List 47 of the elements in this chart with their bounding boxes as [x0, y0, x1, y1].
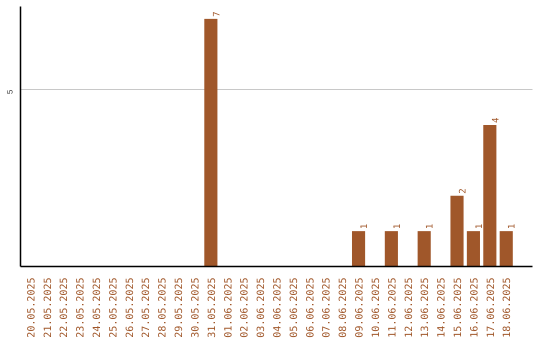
bar	[418, 231, 431, 266]
x-tick-label: 18.06.2025	[502, 277, 514, 338]
x-tick-label: 22.05.2025	[59, 277, 70, 338]
y-tick-label: 5	[6, 89, 14, 94]
data-label: 1	[426, 224, 436, 230]
data-label: 2	[458, 188, 469, 194]
x-tick-label: 24.05.2025	[92, 277, 103, 338]
x-tick-label: 01.06.2025	[223, 277, 234, 338]
x-tick-label: 27.05.2025	[141, 277, 152, 338]
x-tick-label: 09.06.2025	[354, 277, 366, 338]
x-tick-label: 08.06.2025	[338, 277, 350, 338]
x-tick-label: 10.06.2025	[370, 277, 382, 338]
x-tick-label: 17.06.2025	[486, 277, 497, 338]
x-tick-label: 23.05.2025	[76, 277, 87, 338]
x-tick-label: 20.05.2025	[26, 277, 38, 338]
bar	[500, 231, 513, 266]
bar	[483, 125, 496, 266]
x-tick-label: 30.05.2025	[190, 277, 202, 338]
data-label: 1	[508, 224, 518, 230]
bar	[466, 231, 480, 266]
x-tick-label: 03.06.2025	[256, 277, 268, 338]
x-tick-label: 31.05.2025	[206, 277, 218, 338]
x-tick-label: 05.06.2025	[288, 277, 300, 338]
x-tick-label: 04.06.2025	[272, 277, 284, 338]
bar	[352, 231, 366, 266]
x-tick-label: 13.06.2025	[420, 277, 432, 338]
bar	[450, 196, 464, 266]
data-label: 7	[212, 11, 222, 17]
x-tick-label: 16.06.2025	[469, 277, 480, 338]
data-label: 1	[392, 224, 403, 230]
x-tick-label: 11.06.2025	[387, 277, 398, 338]
bar	[384, 231, 398, 266]
bar	[204, 18, 218, 266]
x-tick-label: 12.06.2025	[404, 277, 415, 338]
x-tick-label: 15.06.2025	[453, 277, 464, 338]
x-tick-label: 07.06.2025	[322, 277, 333, 338]
x-tick-label: 29.05.2025	[174, 277, 186, 338]
x-tick-label: 21.05.2025	[42, 277, 54, 338]
x-tick-label: 02.06.2025	[240, 277, 251, 338]
data-label: 1	[360, 224, 370, 230]
x-tick-label: 14.06.2025	[436, 277, 448, 338]
x-tick-label: 28.05.2025	[158, 277, 169, 338]
data-label: 1	[474, 224, 485, 230]
x-tick-label: 06.06.2025	[305, 277, 316, 338]
data-label: 4	[491, 118, 502, 124]
x-tick-label: 25.05.2025	[108, 277, 120, 338]
x-tick-label: 26.05.2025	[124, 277, 136, 338]
